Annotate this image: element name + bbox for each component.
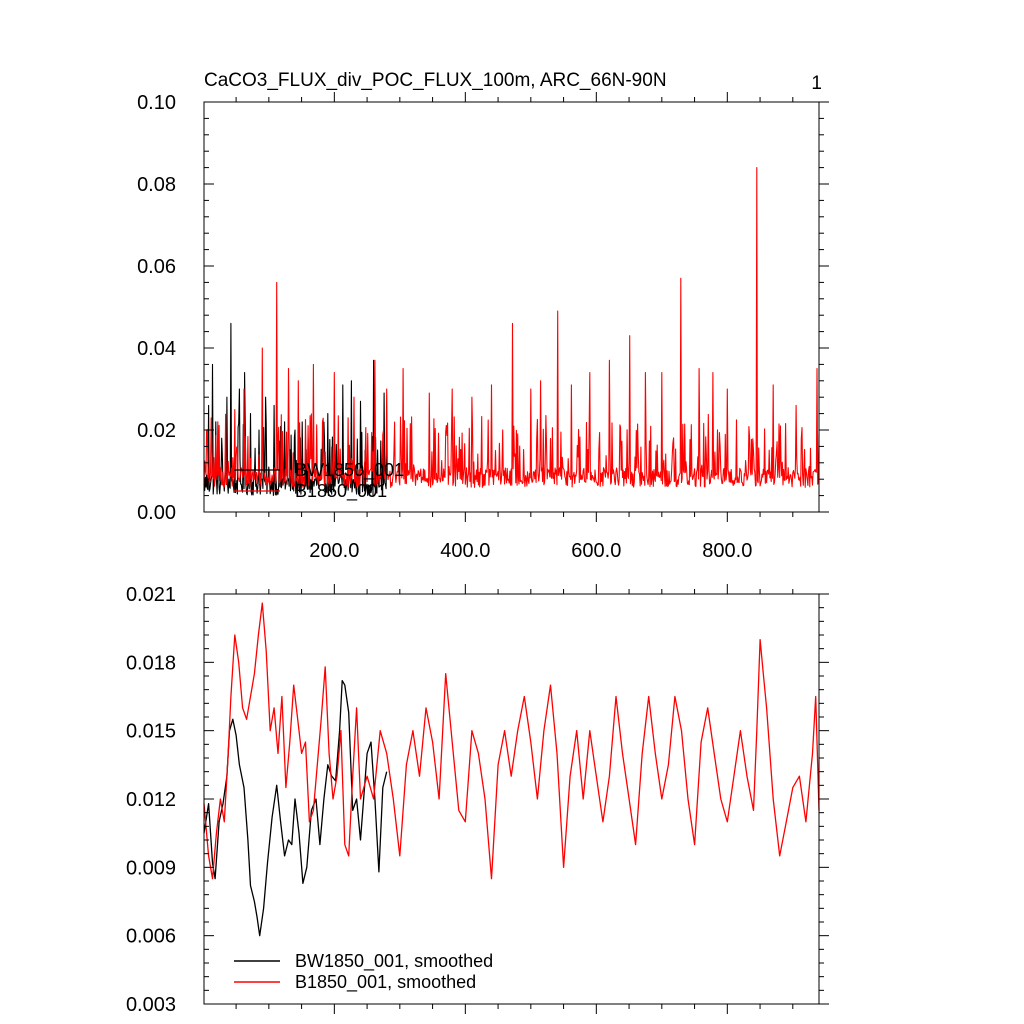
bottom-panel-legend: BW1850_001, smoothed B1850_001, smoothed xyxy=(234,951,493,993)
bottom-panel: 0.003 0.006 0.009 0.012 0.015 0.018 0.021 BW18… xyxy=(126,584,829,1016)
top-y-tick-label: 0.02 xyxy=(137,420,176,442)
top-series-line-b1850 xyxy=(203,167,820,488)
top-x-tick-label: 800.0 xyxy=(702,540,752,562)
top-panel-legend: BW1850_001 B1850_001 xyxy=(234,460,404,502)
top-y-tick-label: 0.00 xyxy=(137,502,176,524)
bottom-y-tick-label: 0.006 xyxy=(126,926,176,948)
top-plot-frame xyxy=(203,101,820,513)
bottom-panel-axes: 0.003 0.006 0.009 0.012 0.015 0.018 0.021 xyxy=(126,584,829,1016)
bottom-y-tick-label: 0.015 xyxy=(126,721,176,743)
top-panel-corner-label: 1 xyxy=(811,73,822,94)
bottom-y-tick-label: 0.012 xyxy=(126,789,176,811)
top-y-tick-label: 0.04 xyxy=(137,338,176,360)
bottom-y-tick-label: 0.018 xyxy=(126,652,176,674)
legend-label-bw1850: BW1850_001 xyxy=(295,460,404,481)
top-y-tick-label: 0.10 xyxy=(137,92,176,114)
legend-label-b1850: B1850_001 xyxy=(295,481,387,502)
top-y-tick-label: 0.08 xyxy=(137,174,176,196)
legend-label-b1850-smoothed: B1850_001, smoothed xyxy=(295,972,476,993)
legend-label-bw1850-smoothed: BW1850_001, smoothed xyxy=(295,951,493,972)
bottom-panel-series-group xyxy=(203,602,820,937)
bottom-series-line-b1850 xyxy=(203,602,820,880)
top-panel-series-group xyxy=(203,167,820,497)
top-y-tick-label: 0.06 xyxy=(137,256,176,278)
top-x-tick-label: 200.0 xyxy=(309,540,359,562)
top-x-tick-label: 600.0 xyxy=(571,540,621,562)
bottom-y-tick-label: 0.009 xyxy=(126,857,176,879)
bottom-series-line-bw1850 xyxy=(203,679,388,937)
top-panel-axes: 0.00 0.02 0.04 0.06 0.08 0.10 200.0 400.0 600.0 8… xyxy=(137,92,829,562)
bottom-y-tick-label: 0.003 xyxy=(126,994,176,1016)
top-panel: CaCO3_FLUX_div_POC_FLUX_100m, ARC_66N-90… xyxy=(137,70,829,562)
top-panel-title: CaCO3_FLUX_div_POC_FLUX_100m, ARC_66N-90… xyxy=(204,70,667,91)
bottom-y-tick-label: 0.021 xyxy=(126,584,176,606)
top-x-tick-label: 400.0 xyxy=(440,540,490,562)
